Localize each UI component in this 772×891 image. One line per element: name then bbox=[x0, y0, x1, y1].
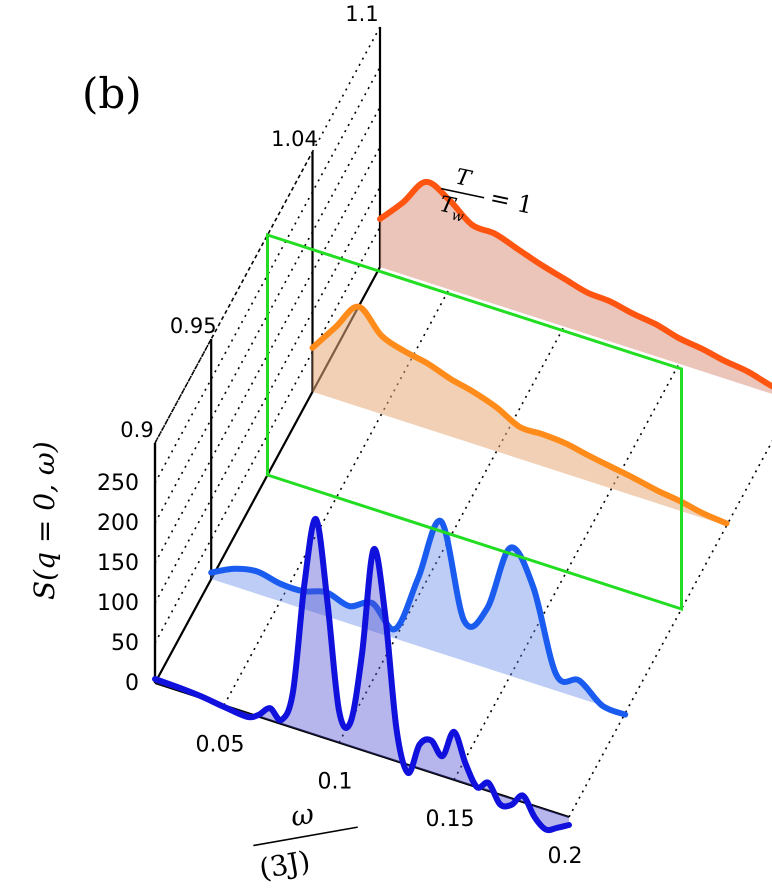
x-tick-0.15: 0.15 bbox=[426, 807, 475, 832]
y-axis-label: S(q = 0, ω) bbox=[28, 441, 61, 600]
t-tick-0.95: 0.95 bbox=[170, 314, 217, 338]
x-axis-label-denominator: (3J) bbox=[257, 844, 313, 885]
series-layer bbox=[152, 178, 772, 834]
x-tick-0.2: 0.2 bbox=[548, 844, 583, 869]
temperature-plane bbox=[266, 232, 683, 612]
y-tick-50: 50 bbox=[111, 631, 139, 656]
x-tick-0.1: 0.1 bbox=[318, 770, 353, 795]
t-tick-1.1: 1.1 bbox=[345, 2, 378, 26]
t-tick-1.04: 1.04 bbox=[271, 127, 318, 151]
y-tick-250: 250 bbox=[97, 471, 139, 496]
t-tick-0.9: 0.9 bbox=[120, 418, 153, 442]
plane-label-numerator: T bbox=[453, 165, 475, 193]
gridlines bbox=[154, 26, 772, 818]
grid-y-50 bbox=[154, 226, 381, 644]
series-line-1.1 bbox=[377, 178, 772, 390]
grid-y-100 bbox=[154, 186, 381, 604]
grid-floor-0.15 bbox=[453, 363, 680, 781]
series-area-0.95 bbox=[211, 520, 626, 715]
grid-y-250 bbox=[154, 66, 381, 484]
grid-floor-0.2 bbox=[568, 439, 772, 818]
plane-label-subscript: w bbox=[450, 208, 465, 226]
series-line-0.9 bbox=[152, 516, 572, 834]
series-line-1.04 bbox=[309, 303, 730, 527]
panel-label: (b) bbox=[82, 69, 142, 118]
grid-y-150 bbox=[154, 146, 381, 564]
labels: (b) T T w = 1 S(q = 0, ω) ω (3J) 0.90.95… bbox=[28, 2, 583, 886]
grid-floor-0.1 bbox=[338, 326, 565, 743]
grid-top-1.1 bbox=[154, 26, 381, 444]
plane-outline bbox=[266, 232, 683, 612]
plane-label-rhs: = 1 bbox=[488, 183, 536, 219]
x-tick-0.05: 0.05 bbox=[196, 732, 245, 757]
x-axis-label: ω (3J) bbox=[253, 797, 358, 886]
y-tick-100: 100 bbox=[97, 591, 139, 616]
x-axis-label-numerator: ω bbox=[288, 797, 316, 833]
grid-y-200 bbox=[154, 106, 381, 524]
y-tick-0: 0 bbox=[125, 671, 139, 696]
y-tick-150: 150 bbox=[97, 551, 139, 576]
grid-floor-0.05 bbox=[223, 288, 450, 706]
series-area-1.04 bbox=[312, 306, 727, 526]
y-tick-200: 200 bbox=[97, 511, 139, 536]
grid-top-1.04 bbox=[154, 151, 314, 444]
grid-top-0.95 bbox=[154, 338, 212, 444]
series-line-0.95 bbox=[208, 517, 629, 718]
